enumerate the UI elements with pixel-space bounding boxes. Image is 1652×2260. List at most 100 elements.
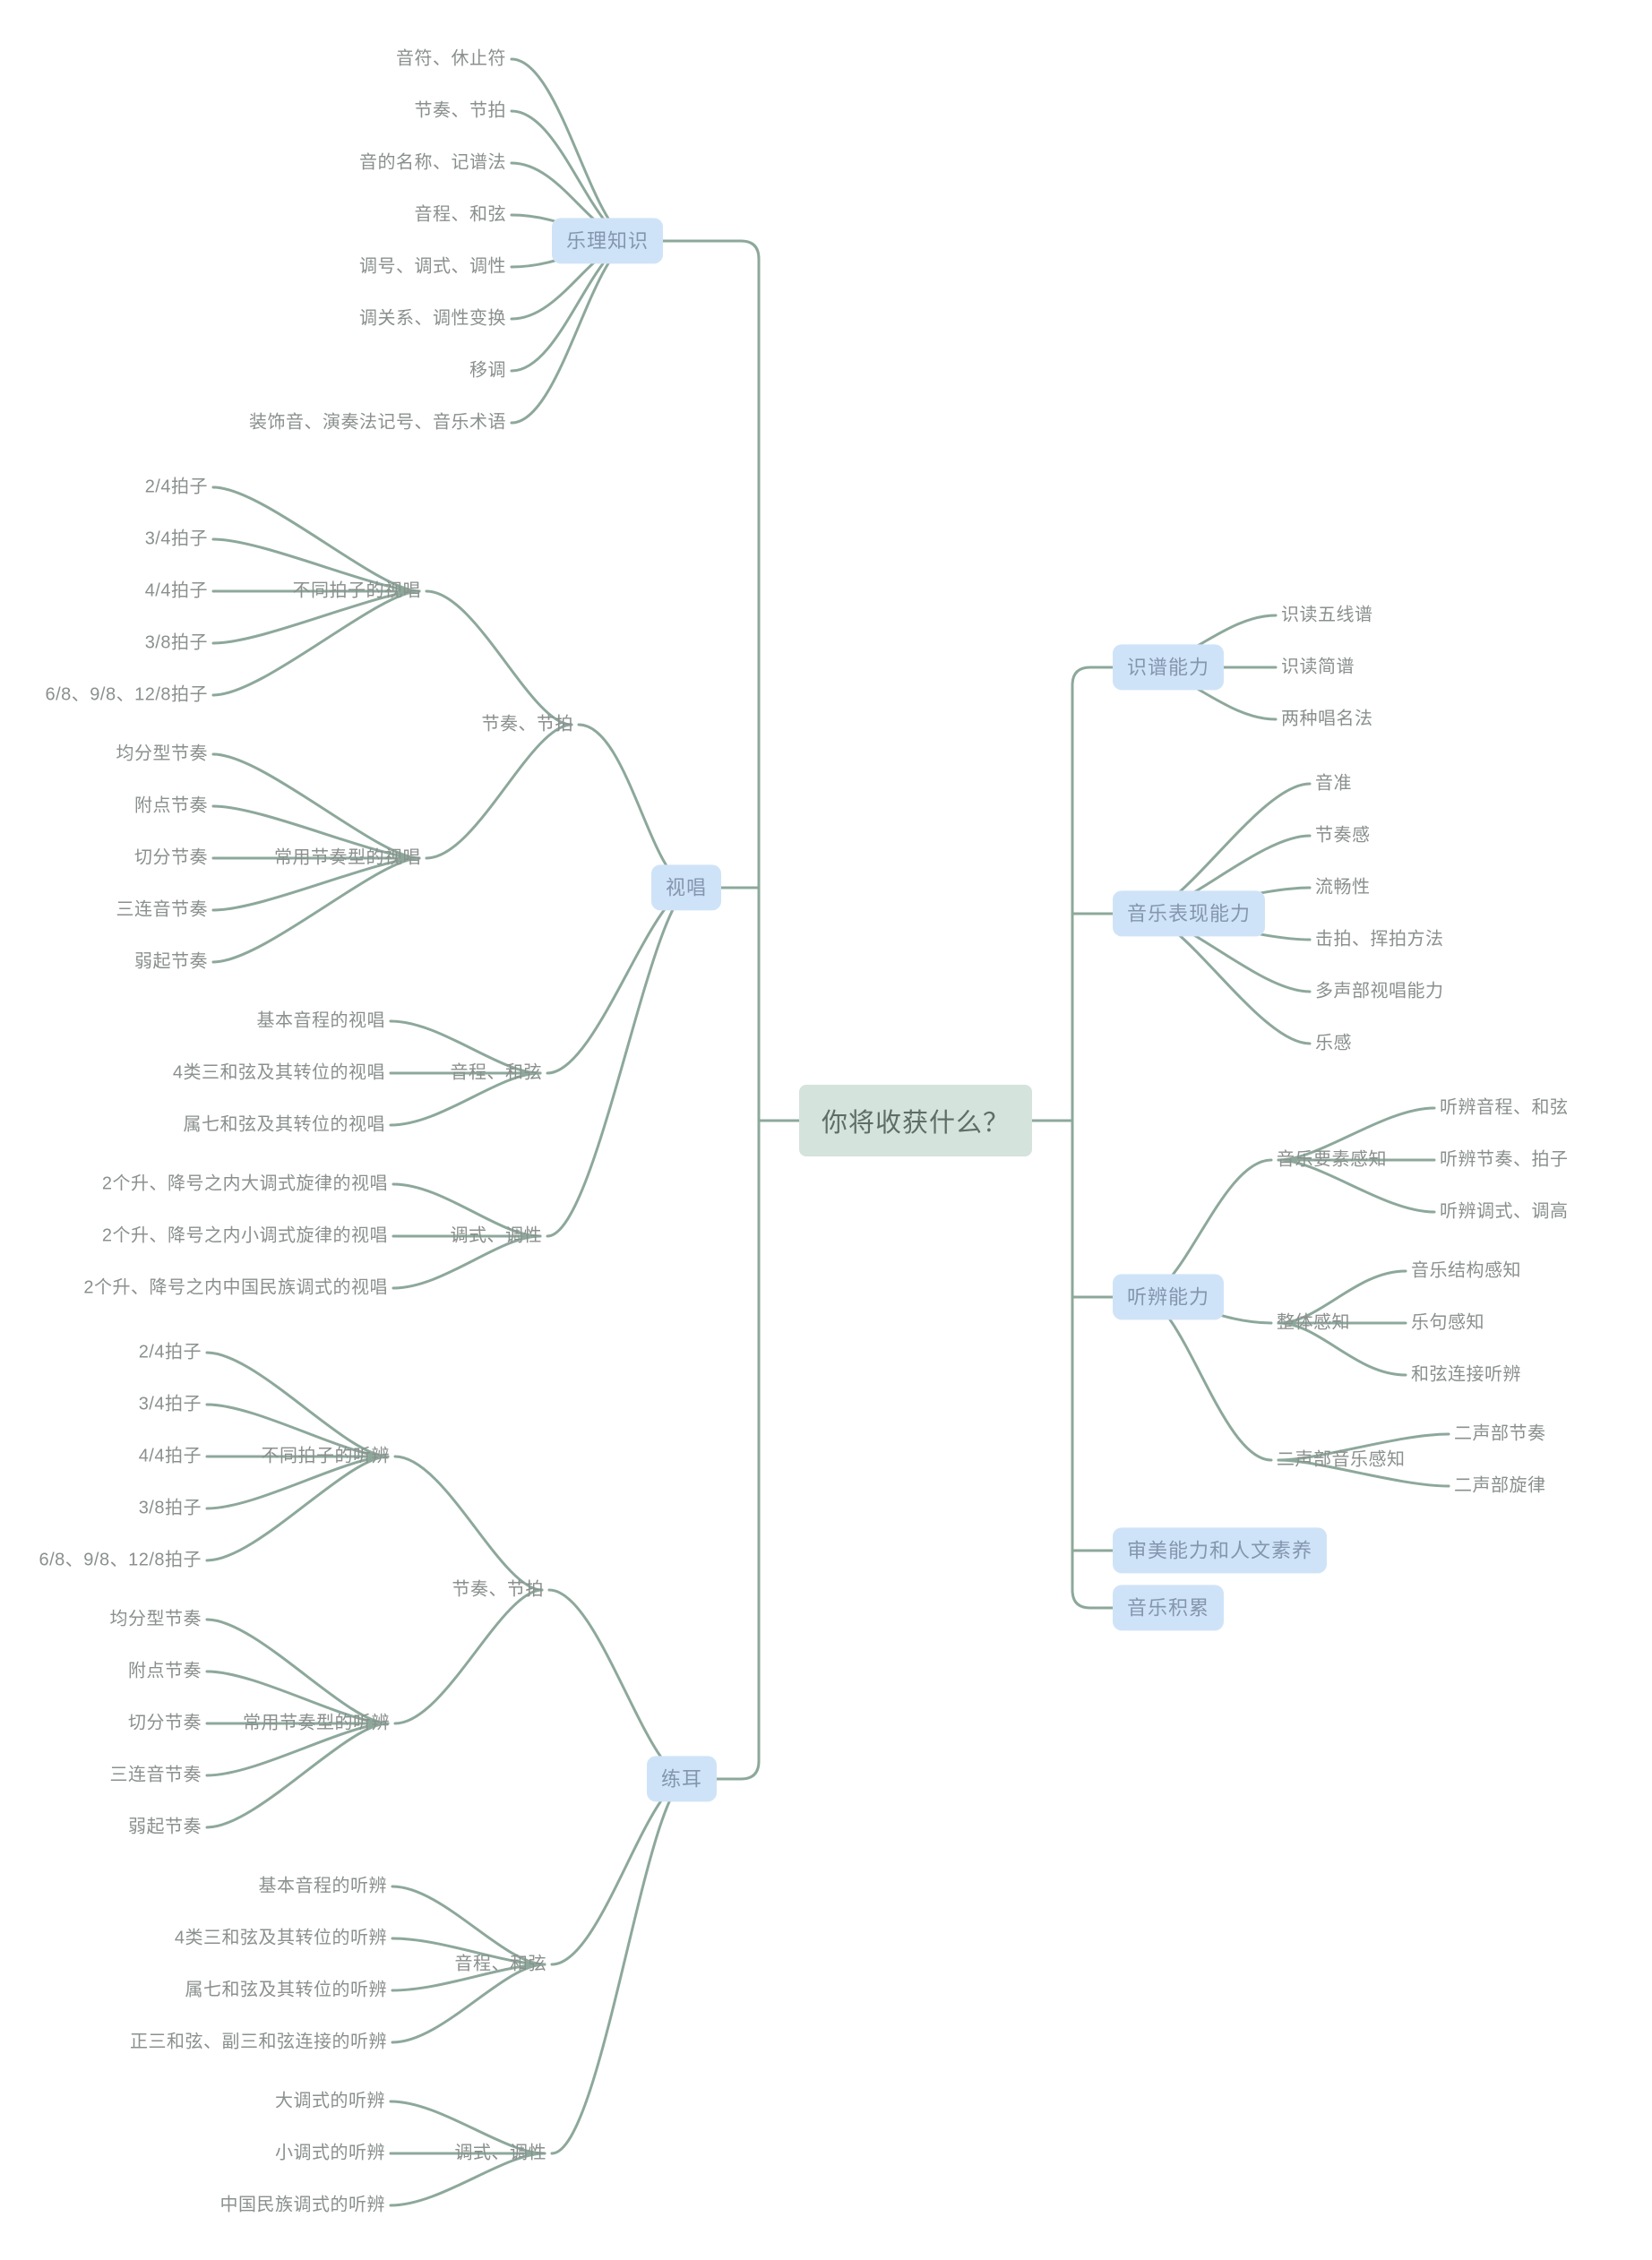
- subtopic[interactable]: 4类三和弦及其转位的听辨: [174, 1928, 387, 1948]
- subtopic[interactable]: 2个升、降号之内中国民族调式的视唱: [83, 1277, 388, 1298]
- subtopic[interactable]: 2个升、降号之内大调式旋律的视唱: [101, 1173, 388, 1194]
- main-topic[interactable]: 乐理知识: [551, 218, 663, 264]
- connector-line: [205, 1351, 390, 1458]
- connector-line: [1071, 666, 1114, 1610]
- subtopic[interactable]: 大调式的听辨: [275, 2091, 385, 2111]
- subtopic[interactable]: 听辨调式、调高: [1440, 1201, 1569, 1222]
- subtopic[interactable]: 音乐结构感知: [1411, 1260, 1521, 1281]
- subtopic[interactable]: 4/4拍子: [144, 580, 208, 601]
- main-topic[interactable]: 审美能力和人文素养: [1113, 1527, 1328, 1574]
- subtopic[interactable]: 整体感知: [1277, 1312, 1350, 1333]
- subtopic[interactable]: 二声部节奏: [1454, 1423, 1546, 1444]
- subtopic[interactable]: 正三和弦、副三和弦连接的听辨: [130, 2032, 387, 2052]
- main-topic[interactable]: 练耳: [646, 1756, 717, 1802]
- subtopic[interactable]: 属七和弦及其转位的听辨: [185, 1980, 387, 2000]
- subtopic[interactable]: 听辨节奏、拍子: [1440, 1149, 1569, 1170]
- subtopic[interactable]: 常用节奏型的视唱: [274, 847, 421, 868]
- subtopic[interactable]: 听辨音程、和弦: [1440, 1097, 1569, 1118]
- subtopic[interactable]: 2/4拍子: [138, 1342, 202, 1362]
- subtopic[interactable]: 和弦连接听辨: [1411, 1364, 1521, 1385]
- subtopic[interactable]: 6/8、9/8、12/8拍子: [45, 684, 208, 705]
- subtopic[interactable]: 调式、调性: [454, 2143, 546, 2163]
- subtopic[interactable]: 不同拍子的听辨: [261, 1446, 390, 1466]
- main-topic[interactable]: 听辨能力: [1113, 1274, 1225, 1320]
- connector-line: [1277, 1458, 1450, 1488]
- subtopic[interactable]: 中国民族调式的听辨: [219, 2195, 385, 2215]
- subtopic[interactable]: 3/8拍子: [138, 1498, 202, 1518]
- subtopic[interactable]: 基本音程的听辨: [258, 1876, 387, 1896]
- subtopic[interactable]: 乐感: [1315, 1033, 1352, 1053]
- subtopic[interactable]: 移调: [469, 360, 506, 381]
- connector-line: [1277, 1106, 1436, 1162]
- subtopic[interactable]: 小调式的听辨: [275, 2143, 385, 2163]
- connector-line: [510, 239, 636, 425]
- subtopic[interactable]: 均分型节奏: [109, 1609, 202, 1629]
- subtopic[interactable]: 多声部视唱能力: [1315, 981, 1444, 1001]
- subtopic[interactable]: 流畅性: [1315, 877, 1371, 898]
- subtopic[interactable]: 附点节奏: [134, 795, 208, 816]
- subtopic[interactable]: 3/4拍子: [138, 1394, 202, 1414]
- subtopic[interactable]: 切分节奏: [128, 1713, 202, 1733]
- subtopic[interactable]: 音准: [1315, 773, 1352, 794]
- subtopic[interactable]: 3/8拍子: [144, 632, 208, 653]
- subtopic[interactable]: 不同拍子的视唱: [292, 580, 421, 601]
- subtopic[interactable]: 均分型节奏: [116, 743, 208, 764]
- subtopic[interactable]: 二声部音乐感知: [1277, 1449, 1406, 1470]
- subtopic[interactable]: 音符、休止符: [396, 48, 506, 69]
- subtopic[interactable]: 识读五线谱: [1281, 605, 1373, 625]
- subtopic[interactable]: 装饰音、演奏法记号、音乐术语: [249, 412, 506, 433]
- subtopic[interactable]: 击拍、挥拍方法: [1315, 929, 1444, 950]
- connector-line: [1277, 1321, 1407, 1377]
- subtopic[interactable]: 音程、和弦: [450, 1062, 542, 1083]
- main-topic[interactable]: 视唱: [650, 864, 721, 911]
- subtopic[interactable]: 弱起节奏: [128, 1817, 202, 1837]
- subtopic[interactable]: 音程、和弦: [414, 204, 506, 225]
- subtopic[interactable]: 切分节奏: [134, 847, 208, 868]
- subtopic[interactable]: 节奏感: [1315, 825, 1371, 846]
- main-topic[interactable]: 音乐积累: [1113, 1585, 1225, 1631]
- subtopic[interactable]: 二声部旋律: [1454, 1475, 1546, 1496]
- subtopic[interactable]: 音程、和弦: [454, 1954, 546, 1974]
- connector-line: [550, 1777, 690, 2155]
- subtopic[interactable]: 调式、调性: [450, 1225, 542, 1246]
- subtopic[interactable]: 4类三和弦及其转位的视唱: [172, 1062, 385, 1083]
- connector-line: [389, 1071, 542, 1127]
- connector-line: [391, 1234, 542, 1290]
- subtopic[interactable]: 属七和弦及其转位的视唱: [183, 1114, 385, 1135]
- connector-line: [391, 1963, 546, 1992]
- subtopic[interactable]: 两种唱名法: [1281, 709, 1373, 729]
- central-topic[interactable]: 你将收获什么？: [799, 1085, 1032, 1156]
- connector-line: [391, 1182, 542, 1238]
- subtopic[interactable]: 乐句感知: [1411, 1312, 1484, 1333]
- subtopic[interactable]: 三连音节奏: [109, 1765, 202, 1785]
- subtopic[interactable]: 识读简谱: [1281, 657, 1355, 677]
- connector-line: [425, 589, 573, 726]
- subtopic[interactable]: 附点节奏: [128, 1661, 202, 1681]
- subtopic[interactable]: 2/4拍子: [144, 477, 208, 497]
- subtopic[interactable]: 调关系、调性变换: [359, 308, 506, 329]
- connector-line: [577, 723, 694, 889]
- subtopic[interactable]: 节奏、节拍: [452, 1579, 544, 1600]
- connector-line: [389, 2152, 546, 2207]
- main-topic[interactable]: 音乐表现能力: [1113, 890, 1266, 937]
- subtopic[interactable]: 2个升、降号之内小调式旋律的视唱: [101, 1225, 388, 1246]
- connector-line: [393, 1588, 544, 1725]
- subtopic[interactable]: 音的名称、记谱法: [359, 152, 506, 173]
- main-topic[interactable]: 识谱能力: [1113, 644, 1225, 691]
- subtopic[interactable]: 6/8、9/8、12/8拍子: [39, 1550, 202, 1570]
- connector-line: [211, 856, 421, 964]
- connector-line: [211, 804, 421, 860]
- subtopic[interactable]: 节奏、节拍: [481, 714, 573, 735]
- subtopic[interactable]: 弱起节奏: [134, 951, 208, 972]
- subtopic[interactable]: 3/4拍子: [144, 528, 208, 549]
- subtopic[interactable]: 音乐要素感知: [1277, 1149, 1387, 1170]
- subtopic[interactable]: 调号、调式、调性: [359, 256, 506, 277]
- subtopic[interactable]: 常用节奏型的听辨: [243, 1713, 390, 1733]
- connector-line: [425, 723, 573, 860]
- subtopic[interactable]: 三连音节奏: [116, 899, 208, 920]
- subtopic[interactable]: 基本音程的视唱: [256, 1010, 385, 1031]
- subtopic[interactable]: 4/4拍子: [138, 1446, 202, 1466]
- subtopic[interactable]: 节奏、节拍: [414, 100, 506, 121]
- connector-line: [211, 589, 421, 697]
